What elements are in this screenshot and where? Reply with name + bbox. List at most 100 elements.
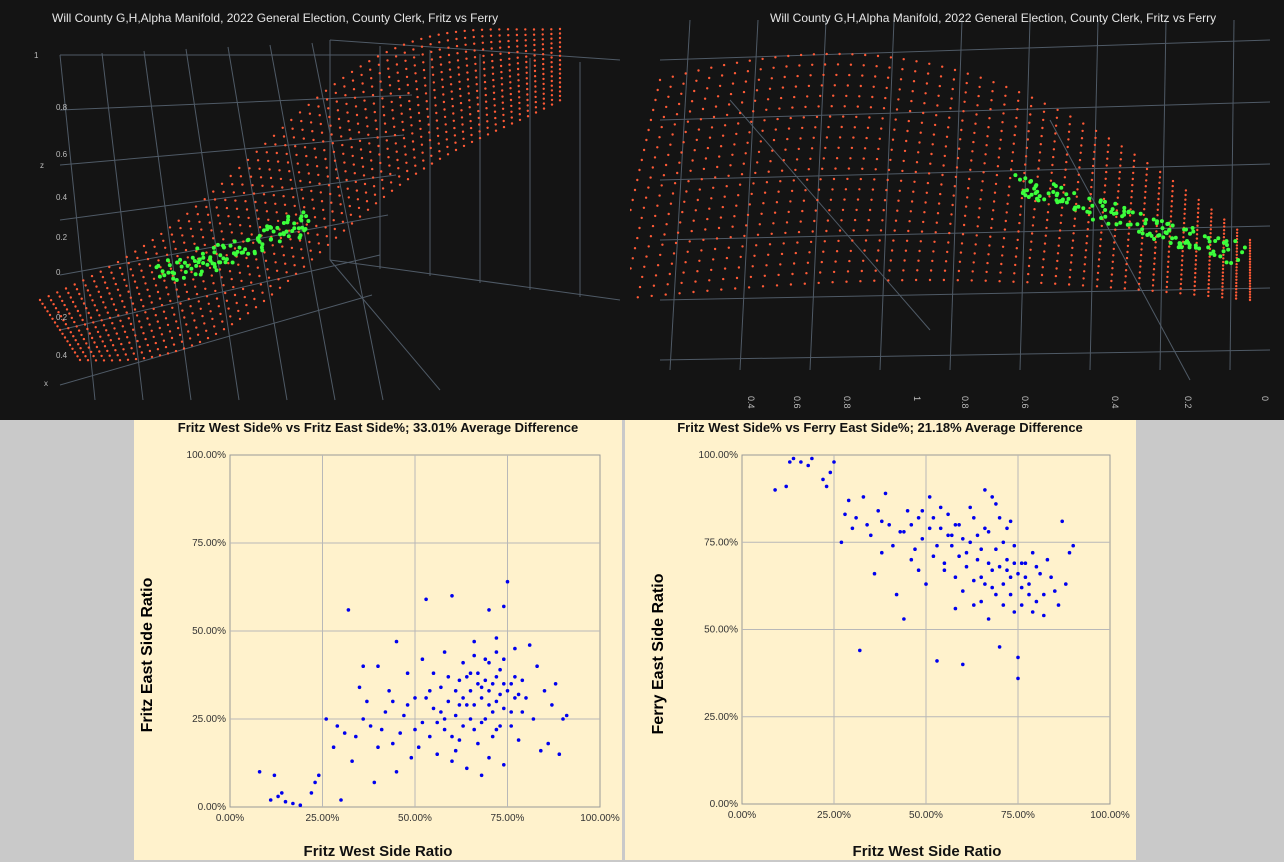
surface-point [704, 157, 708, 160]
surface-point [334, 168, 338, 171]
surface-point [224, 198, 227, 202]
surface-point [895, 108, 899, 111]
surface-point [941, 173, 944, 177]
surface-point [881, 219, 884, 222]
surface-point [541, 48, 545, 51]
surface-point [517, 79, 520, 82]
surface-point [79, 314, 82, 317]
surface-point [828, 209, 831, 212]
surface-point [689, 169, 692, 172]
surface-point [986, 261, 989, 265]
surface-point [1209, 220, 1213, 223]
surface-point [1195, 233, 1199, 236]
data-point [986, 530, 991, 534]
surface-point [445, 138, 448, 141]
manifold-3d-canvas-left[interactable]: 10.80.60.40.200.20.4zx [0, 0, 630, 420]
surface-point [1058, 229, 1062, 232]
surface-point [638, 168, 641, 172]
manifold-3d-view-right[interactable]: 0.4 0.6 0.8 1 0.8 0.6 0.4 0.2 0 Will County G,H,… [630, 0, 1284, 420]
surface-point [1167, 250, 1171, 253]
surface-point [1087, 221, 1090, 224]
surface-point [184, 248, 188, 252]
precinct-point [1225, 243, 1229, 247]
surface-point [1068, 276, 1071, 279]
surface-point [99, 335, 102, 338]
surface-point [241, 287, 245, 291]
x-tick-label: 100.00% [1090, 810, 1130, 821]
surface-point [275, 269, 279, 272]
surface-point [123, 278, 126, 282]
precinct-point [1087, 196, 1092, 201]
surface-point [849, 249, 852, 253]
surface-point [377, 144, 380, 148]
surface-point [835, 250, 839, 253]
surface-point [1013, 272, 1016, 275]
surface-point [127, 290, 130, 293]
surface-point [138, 320, 141, 323]
surface-point [759, 140, 762, 143]
surface-point [157, 259, 160, 262]
surface-point [1248, 266, 1252, 269]
surface-point [1086, 228, 1089, 231]
surface-point [550, 94, 554, 97]
surface-point [499, 58, 502, 62]
surface-point [770, 232, 773, 235]
surface-point [491, 66, 494, 69]
surface-point [955, 166, 959, 169]
surface-point [774, 128, 777, 131]
surface-point [848, 73, 851, 77]
surface-point [230, 277, 233, 281]
grid-line [185, 48, 240, 401]
surface-point [150, 329, 153, 332]
data-point [979, 575, 983, 579]
surface-point [914, 170, 917, 174]
surface-point [669, 85, 672, 89]
surface-point [706, 87, 709, 90]
surface-point [845, 280, 848, 283]
surface-point [665, 105, 668, 109]
surface-point [550, 70, 553, 73]
surface-point [309, 121, 313, 124]
surface-point [975, 234, 978, 237]
surface-point [363, 99, 366, 102]
surface-point [364, 191, 368, 194]
surface-point [694, 209, 697, 212]
surface-point [654, 98, 657, 102]
data-point [502, 604, 506, 609]
surface-point [809, 240, 813, 244]
surface-point [779, 96, 783, 100]
surface-point [382, 195, 386, 199]
surface-point [459, 94, 462, 98]
axis-tick-label: 1 [912, 396, 922, 401]
surface-point [162, 239, 165, 242]
surface-point [420, 135, 423, 138]
manifold-3d-canvas-right[interactable]: 0.4 0.6 0.8 1 0.8 0.6 0.4 0.2 0 [630, 0, 1284, 420]
surface-point [167, 293, 170, 296]
manifold-3d-view-left[interactable]: 1 0.8 0.6 0.4 0.2 0 0.2 0.4 z x Will County G,H,A… [0, 0, 630, 420]
data-point [950, 533, 954, 538]
surface-point [935, 221, 938, 224]
data-point [354, 734, 358, 739]
data-point [994, 592, 998, 597]
surface-point [733, 215, 736, 218]
surface-point [148, 349, 152, 353]
surface-point [811, 63, 814, 66]
surface-point [1170, 205, 1173, 208]
surface-point [90, 350, 93, 354]
surface-point [140, 326, 143, 329]
surface-point [62, 319, 65, 322]
surface-point [90, 336, 94, 340]
surface-point [878, 137, 881, 140]
data-point [1045, 557, 1050, 562]
surface-point [660, 184, 663, 187]
surface-point [765, 181, 769, 184]
precinct-point [214, 268, 219, 273]
surface-point [389, 181, 393, 184]
surface-point [714, 105, 718, 108]
surface-point [1165, 285, 1168, 289]
surface-point [1103, 184, 1107, 187]
surface-point [1054, 124, 1058, 127]
surface-point [205, 251, 208, 254]
surface-point [928, 62, 931, 65]
surface-point [151, 238, 154, 242]
